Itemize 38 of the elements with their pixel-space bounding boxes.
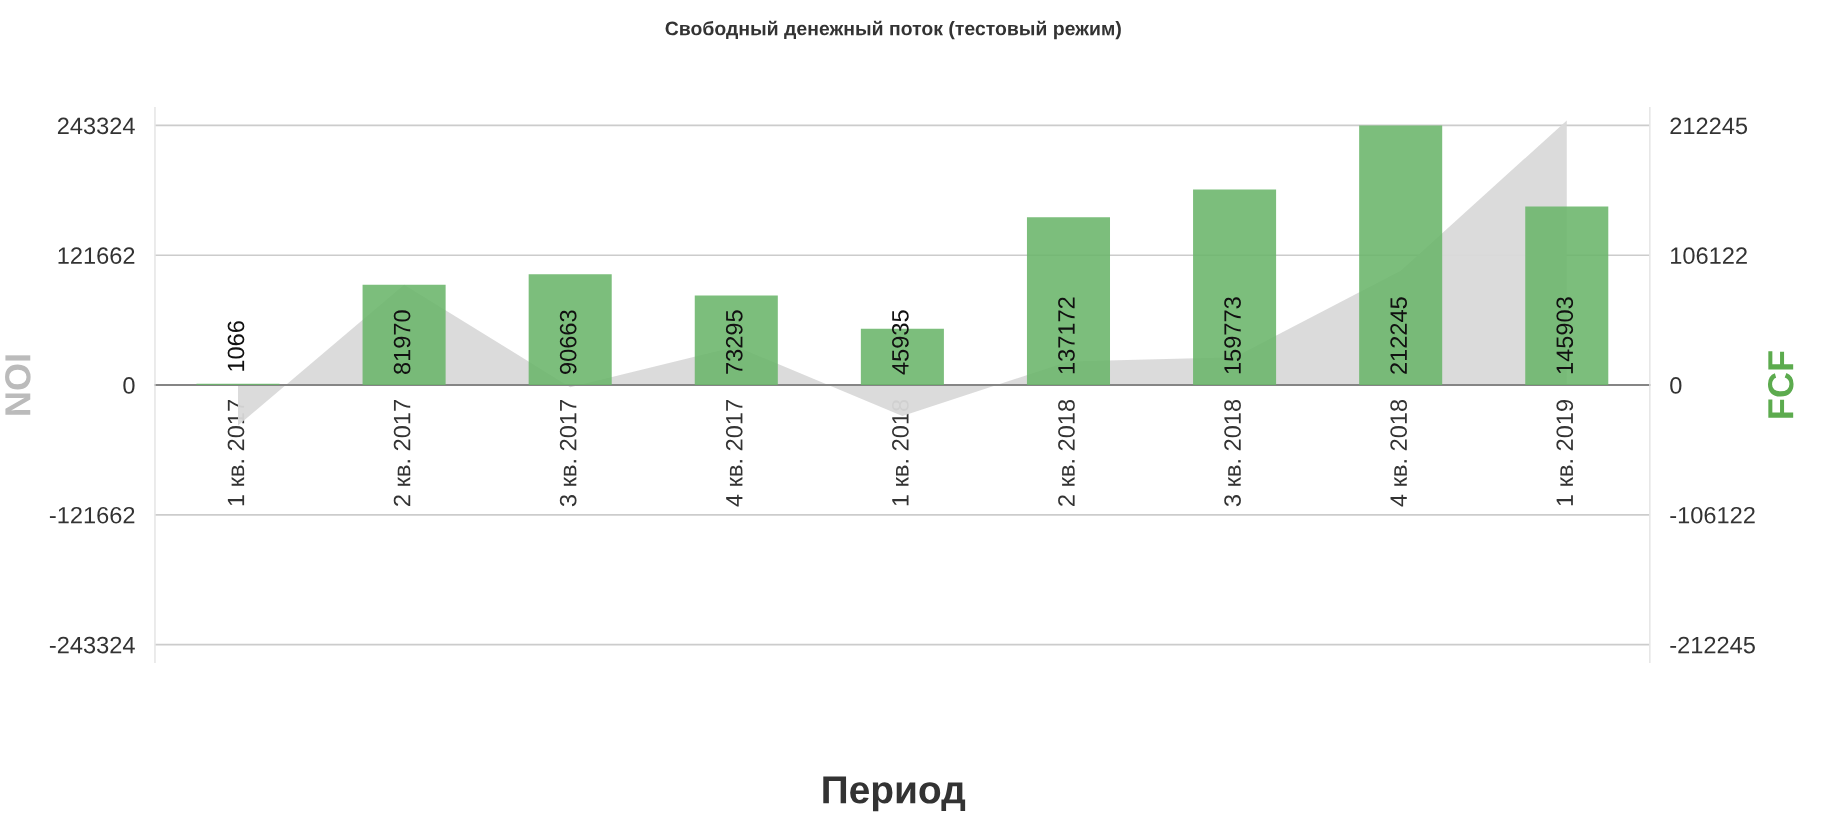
- y-tick-label: -121662: [49, 506, 135, 524]
- x-tick-label: 1 кв. 2017: [227, 400, 245, 506]
- data-label: 137172: [1058, 297, 1075, 374]
- y-axis-title: NOI: [5, 355, 31, 415]
- data-label: 159773: [1224, 297, 1241, 374]
- bar: [1525, 206, 1609, 386]
- bar: [694, 295, 778, 386]
- y2-axis-title: FCF: [1767, 351, 1794, 418]
- data-label: 73295: [725, 310, 743, 374]
- y2-tick-label: 106122: [1671, 247, 1747, 265]
- y2-tick-label: -106122: [1670, 506, 1755, 524]
- bar: [362, 284, 446, 386]
- data-label: 1066: [227, 321, 245, 371]
- bar: [1193, 189, 1277, 386]
- bar: [528, 274, 612, 386]
- x-tick-label: 3 кв. 2018: [1224, 399, 1241, 507]
- bar: [1026, 217, 1110, 386]
- x-tick-label: 2 кв. 2018: [1058, 399, 1075, 506]
- y2-tick-label: 0: [1670, 377, 1682, 394]
- data-label: 45935: [892, 310, 909, 375]
- bar: [1359, 125, 1443, 386]
- data-label: 90663: [559, 310, 577, 374]
- y-tick-label: -243324: [49, 636, 135, 654]
- x-tick-label: 2 кв. 2017: [393, 400, 411, 506]
- x-tick-label: 4 кв. 2018: [1390, 399, 1408, 507]
- x-tick-label: 4 кв. 2017: [725, 400, 743, 507]
- y-tick-label: 243324: [57, 117, 135, 135]
- y2-tick-label: 212245: [1670, 117, 1748, 135]
- y2-tick-label: -212245: [1670, 636, 1755, 654]
- y-tick-label: 0: [123, 377, 135, 394]
- chart-title: Свободный денежный поток (тестовый режим): [665, 20, 1121, 40]
- data-label: 212245: [1390, 297, 1408, 374]
- y-tick-label: 121662: [58, 247, 135, 265]
- data-label: 81970: [393, 310, 411, 375]
- x-tick-label: 1 кв. 2019: [1556, 400, 1574, 506]
- x-axis-title: Период: [823, 776, 966, 812]
- x-tick-label: 3 кв. 2017: [559, 400, 577, 507]
- data-label: 145903: [1556, 297, 1574, 374]
